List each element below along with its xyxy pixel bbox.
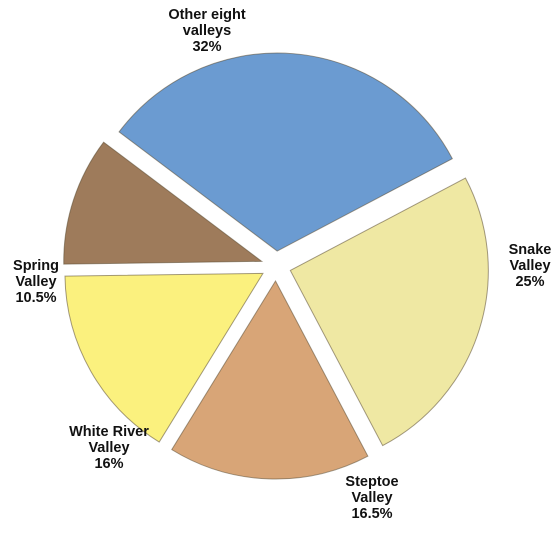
pie-label-steptoe-valley: Steptoe Valley 16.5% xyxy=(345,474,398,522)
slice-name-line: Other eight xyxy=(168,7,246,23)
pie-slices xyxy=(63,52,489,480)
slice-name-line: Valley xyxy=(351,490,392,506)
slice-name-line: White River xyxy=(69,424,149,440)
slice-value-label: 25% xyxy=(515,274,544,290)
slice-name-line: Steptoe xyxy=(345,474,398,490)
pie-slice-white-river-valley xyxy=(64,272,264,443)
pie-label-white-river-valley: White River Valley 16% xyxy=(69,424,149,472)
pie-label-other-eight-valleys: Other eight valleys 32% xyxy=(168,7,246,55)
slice-name-line: Snake xyxy=(509,242,552,258)
pie-slice-other-eight-valleys xyxy=(118,52,454,252)
slice-value-label: 32% xyxy=(192,39,221,55)
slice-value-label: 16% xyxy=(94,456,123,472)
slice-name-line: Valley xyxy=(15,274,56,290)
pie-label-spring-valley: Spring Valley 10.5% xyxy=(13,258,59,306)
pie-slice-snake-valley xyxy=(289,177,489,447)
slice-name-line: Valley xyxy=(509,258,550,274)
pie-label-snake-valley: Snake Valley 25% xyxy=(509,242,552,290)
pie-slice-spring-valley xyxy=(63,141,264,265)
slice-name-line: valleys xyxy=(183,23,231,39)
slice-value-label: 10.5% xyxy=(15,290,56,306)
pie-slice-steptoe-valley xyxy=(171,279,369,480)
slice-value-label: 16.5% xyxy=(351,506,392,522)
slice-name-line: Spring xyxy=(13,258,59,274)
pie-labels: Other eight valleys 32%Snake Valley 25%Stept… xyxy=(13,7,551,522)
slice-name-line: Valley xyxy=(88,440,129,456)
